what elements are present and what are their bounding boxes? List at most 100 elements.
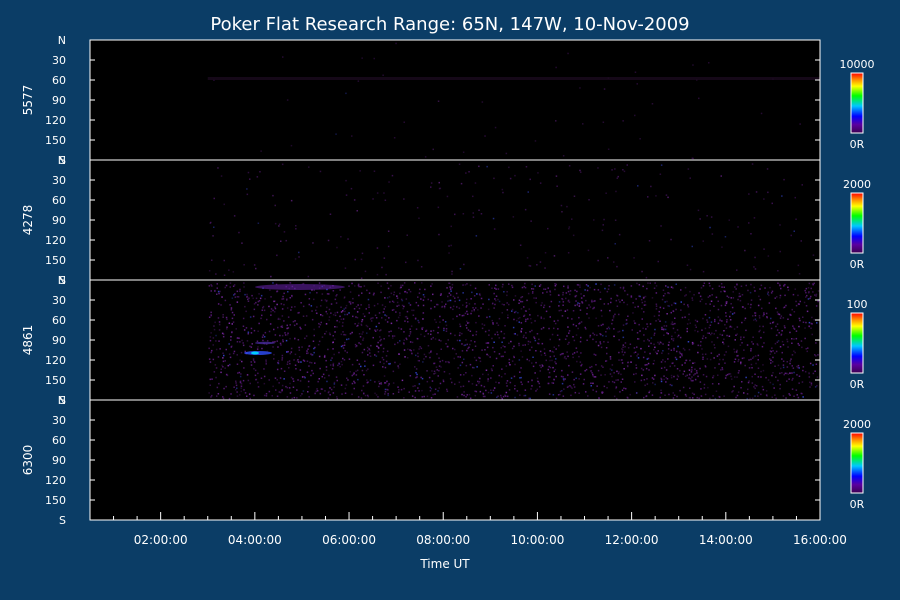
emission-speck (331, 357, 333, 359)
emission-speck (463, 314, 465, 317)
emission-speck (394, 343, 396, 346)
emission-speck (735, 288, 737, 290)
emission-speck (388, 335, 390, 337)
emission-speck (509, 364, 511, 366)
emission-speck (776, 323, 779, 325)
emission-speck (480, 213, 483, 215)
emission-speck (432, 329, 435, 332)
emission-speck (768, 302, 771, 304)
emission-speck (366, 346, 369, 349)
emission-speck (534, 320, 536, 322)
emission-speck (208, 270, 211, 272)
emission-speck (355, 306, 358, 308)
emission-speck (518, 299, 521, 302)
emission-speck (281, 298, 283, 300)
emission-speck (444, 321, 447, 323)
emission-speck (670, 349, 673, 351)
emission-speck (231, 345, 233, 347)
emission-speck (798, 273, 801, 275)
emission-speck (420, 347, 423, 350)
emission-speck (503, 333, 506, 335)
emission-speck (529, 341, 532, 343)
emission-speck (802, 316, 804, 318)
emission-speck (357, 324, 359, 327)
emission-speck (382, 358, 385, 361)
emission-speck (551, 350, 553, 353)
emission-speck (296, 360, 299, 362)
emission-speck (812, 372, 815, 375)
emission-speck (318, 322, 320, 325)
emission-speck (751, 397, 754, 400)
emission-speck (286, 386, 289, 389)
emission-speck (248, 297, 250, 299)
emission-speck (330, 359, 332, 361)
emission-speck (270, 310, 272, 313)
emission-speck (592, 332, 594, 334)
emission-speck (540, 366, 542, 369)
emission-speck (406, 317, 409, 320)
emission-speck (613, 284, 616, 286)
emission-speck (367, 368, 369, 370)
emission-speck (779, 250, 781, 253)
emission-speck (298, 349, 301, 351)
emission-speck (624, 290, 626, 292)
emission-speck (235, 380, 237, 382)
emission-speck (418, 292, 421, 294)
emission-speck (357, 80, 360, 82)
emission-speck (586, 313, 588, 315)
emission-speck (549, 355, 552, 358)
emission-speck (717, 374, 719, 376)
emission-speck (520, 367, 522, 369)
emission-speck (811, 333, 813, 336)
emission-speck (524, 394, 527, 397)
emission-speck (366, 289, 368, 292)
emission-speck (268, 330, 271, 333)
emission-speck (805, 348, 807, 350)
emission-speck (321, 388, 324, 390)
emission-speck (642, 356, 645, 359)
emission-speck (472, 366, 474, 369)
emission-speck (700, 287, 703, 289)
emission-speck (356, 316, 359, 319)
emission-speck (320, 305, 322, 307)
emission-speck (380, 343, 383, 346)
emission-speck (568, 330, 571, 332)
emission-speck (209, 384, 211, 386)
emission-speck (636, 346, 638, 348)
emission-speck (696, 320, 699, 323)
emission-speck (568, 364, 570, 367)
emission-speck (319, 323, 322, 326)
emission-speck (261, 309, 263, 311)
emission-speck (646, 378, 648, 380)
emission-speck (278, 225, 280, 227)
emission-speck (786, 366, 789, 368)
emission-speck (777, 364, 780, 367)
emission-speck (702, 335, 705, 337)
emission-speck (633, 320, 635, 322)
emission-speck (645, 276, 648, 279)
emission-speck (490, 377, 492, 379)
emission-speck (697, 209, 700, 212)
emission-speck (252, 315, 255, 318)
emission-speck (692, 64, 694, 66)
emission-speck (408, 288, 410, 291)
emission-speck (306, 360, 309, 362)
emission-speck (384, 366, 387, 369)
emission-speck (335, 295, 337, 297)
emission-speck (287, 350, 289, 353)
emission-speck (492, 217, 495, 220)
emission-speck (702, 285, 705, 287)
emission-speck (295, 225, 297, 227)
emission-speck (675, 283, 677, 285)
emission-speck (409, 333, 412, 335)
emission-speck (529, 178, 531, 181)
emission-speck (595, 364, 597, 366)
emission-speck (453, 357, 455, 360)
emission-speck (345, 194, 348, 196)
emission-speck (699, 218, 701, 220)
emission-speck (775, 325, 777, 328)
emission-speck (602, 334, 604, 337)
emission-speck (256, 340, 259, 342)
emission-speck (758, 315, 761, 317)
emission-speck (257, 222, 260, 224)
